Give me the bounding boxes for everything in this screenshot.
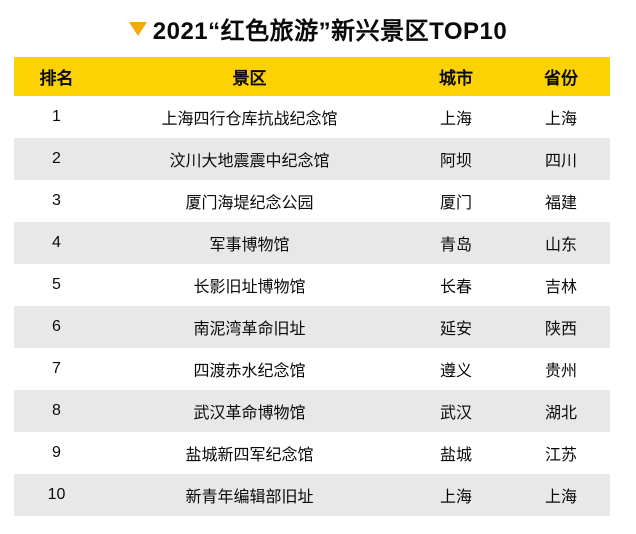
- cell-province: 江苏: [544, 447, 577, 464]
- column-header-scenic-area: 景区: [99, 57, 400, 96]
- cell-rank: 8: [52, 402, 61, 419]
- table-row: 10 新青年编辑部旧址 上海 上海: [14, 474, 610, 516]
- column-header-city: 城市: [400, 57, 512, 96]
- table-row: 3 厦门海堤纪念公园 厦门 福建: [14, 180, 610, 222]
- table-row: 7 四渡赤水纪念馆 遵义 贵州: [14, 348, 610, 390]
- cell-rank: 7: [52, 360, 61, 377]
- table-body: 1 上海四行仓库抗战纪念馆 上海 上海 2 汶川大地震震中纪念馆 阿坝 四川 3…: [14, 96, 610, 516]
- cell-province: 山东: [544, 237, 577, 254]
- cell-province: 福建: [544, 195, 577, 212]
- cell-rank: 5: [52, 276, 61, 293]
- table-row: 9 盐城新四军纪念馆 盐城 江苏: [14, 432, 610, 474]
- cell-scenic-area: 厦门海堤纪念公园: [185, 195, 314, 212]
- cell-city: 上海: [439, 489, 472, 506]
- cell-scenic-area: 盐城新四军纪念馆: [185, 447, 314, 464]
- cell-province: 吉林: [544, 279, 577, 296]
- cell-scenic-area: 军事博物馆: [209, 237, 290, 254]
- table-row: 1 上海四行仓库抗战纪念馆 上海 上海: [14, 96, 610, 138]
- cell-province: 四川: [544, 153, 577, 170]
- table-row: 2 汶川大地震震中纪念馆 阿坝 四川: [14, 138, 610, 180]
- cell-city: 厦门: [439, 195, 472, 212]
- table-row: 5 长影旧址博物馆 长春 吉林: [14, 264, 610, 306]
- cell-city: 上海: [439, 111, 472, 128]
- cell-scenic-area: 汶川大地震震中纪念馆: [169, 153, 330, 170]
- cell-city: 武汉: [439, 405, 472, 422]
- cell-scenic-area: 四渡赤水纪念馆: [193, 363, 306, 380]
- cell-scenic-area: 新青年编辑部旧址: [185, 489, 314, 506]
- cell-rank: 3: [52, 192, 61, 209]
- cell-city: 延安: [439, 321, 472, 338]
- cell-rank: 10: [47, 486, 66, 503]
- table-row: 4 军事博物馆 青岛 山东: [14, 222, 610, 264]
- cell-rank: 6: [52, 318, 61, 335]
- cell-scenic-area: 南泥湾革命旧址: [193, 321, 306, 338]
- cell-city: 盐城: [439, 447, 472, 464]
- cell-rank: 2: [52, 150, 61, 167]
- cell-city: 遵义: [439, 363, 472, 380]
- cell-rank: 4: [52, 234, 61, 251]
- table-row: 8 武汉革命博物馆 武汉 湖北: [14, 390, 610, 432]
- cell-city: 青岛: [439, 237, 472, 254]
- ranking-table: 排名 景区 城市 省份 1 上海四行仓库抗战纪念馆 上海 上海 2 汶川大地震震…: [14, 57, 610, 516]
- cell-province: 陕西: [544, 321, 577, 338]
- triangle-down-icon: [128, 22, 147, 36]
- cell-province: 贵州: [544, 363, 577, 380]
- cell-city: 长春: [439, 279, 472, 296]
- cell-scenic-area: 武汉革命博物馆: [193, 405, 306, 422]
- column-header-province: 省份: [512, 57, 610, 96]
- table-header-row: 排名 景区 城市 省份: [14, 57, 610, 96]
- page-header: 2021“红色旅游”新兴景区TOP10: [0, 12, 636, 45]
- cell-scenic-area: 长影旧址博物馆: [193, 279, 306, 296]
- cell-rank: 1: [52, 108, 61, 125]
- cell-rank: 9: [52, 444, 61, 461]
- page-title: 2021“红色旅游”新兴景区TOP10: [152, 17, 508, 45]
- cell-city: 阿坝: [439, 153, 472, 170]
- cell-scenic-area: 上海四行仓库抗战纪念馆: [161, 111, 338, 128]
- column-header-rank: 排名: [14, 57, 99, 96]
- cell-province: 上海: [544, 489, 577, 506]
- cell-province: 湖北: [544, 405, 577, 422]
- cell-province: 上海: [544, 111, 577, 128]
- table-row: 6 南泥湾革命旧址 延安 陕西: [14, 306, 610, 348]
